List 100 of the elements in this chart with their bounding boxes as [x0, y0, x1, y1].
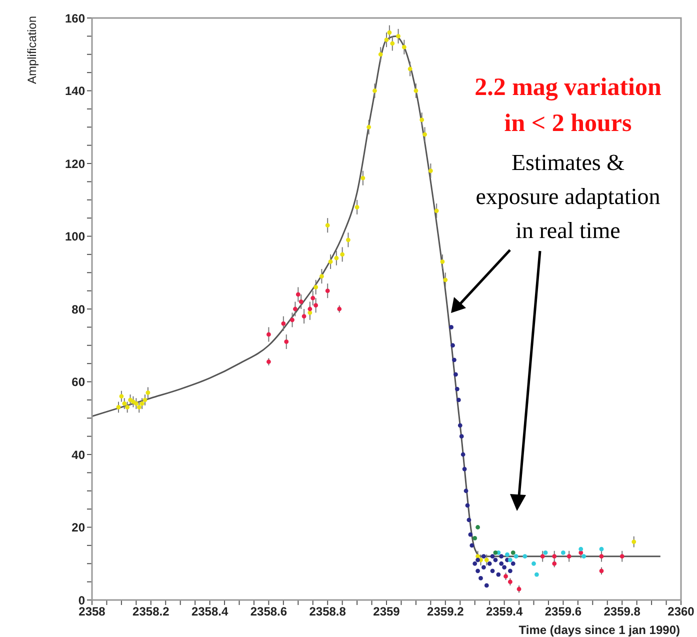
- y-tick-label: 60: [72, 375, 86, 390]
- point: [140, 401, 144, 406]
- point: [468, 532, 473, 537]
- point: [514, 554, 518, 559]
- point: [472, 561, 478, 566]
- y-tick-label: 140: [64, 84, 86, 98]
- point: [532, 561, 536, 566]
- point: [434, 208, 439, 213]
- point: [481, 565, 486, 570]
- point: [440, 260, 445, 264]
- point: [281, 321, 286, 326]
- point: [116, 405, 121, 410]
- y-tick-label: 120: [64, 156, 86, 171]
- point: [320, 274, 324, 278]
- x-tick-label: 2359.8: [604, 604, 641, 619]
- point: [462, 466, 467, 472]
- point: [390, 41, 395, 46]
- point: [582, 554, 586, 559]
- point: [578, 546, 584, 552]
- point: [552, 554, 557, 559]
- point: [308, 306, 312, 312]
- point: [284, 340, 289, 344]
- point: [136, 405, 142, 410]
- point: [487, 561, 492, 566]
- point: [314, 284, 318, 290]
- point: [599, 546, 604, 552]
- point: [325, 288, 330, 294]
- point: [510, 561, 516, 566]
- point: [534, 572, 539, 577]
- point: [540, 554, 545, 559]
- point: [458, 423, 462, 428]
- point: [476, 558, 480, 562]
- point: [508, 568, 512, 574]
- x-axis-title: Time (days since 1 jan 1990): [518, 623, 680, 637]
- point: [522, 554, 528, 559]
- point: [414, 88, 418, 93]
- point: [308, 310, 312, 315]
- point: [402, 44, 406, 50]
- x-tick-label: 2358.6: [250, 604, 288, 619]
- y-tick-label: 40: [72, 448, 86, 462]
- point: [346, 238, 350, 242]
- point: [599, 554, 604, 559]
- point: [484, 558, 489, 562]
- point: [290, 318, 294, 322]
- point: [499, 554, 504, 559]
- point: [296, 292, 300, 297]
- x-tick-label: 2359.2: [427, 604, 464, 619]
- annotation: Estimates & exposure adaptation in real time: [474, 149, 662, 245]
- x-tick-label: 2358.2: [132, 604, 170, 619]
- point: [460, 452, 466, 457]
- point: [340, 252, 345, 257]
- x-tick-label: 2360: [668, 604, 695, 619]
- annotation: 2.2 mag variation in < 2 hours: [474, 73, 662, 139]
- point: [146, 390, 150, 395]
- point: [464, 488, 468, 494]
- point: [496, 572, 501, 577]
- point: [566, 554, 572, 559]
- x-tick-label: 2359.6: [544, 604, 582, 619]
- point: [490, 554, 495, 559]
- point: [372, 88, 377, 93]
- point: [408, 66, 412, 72]
- point: [456, 398, 461, 402]
- point: [478, 576, 483, 580]
- point: [449, 324, 454, 330]
- x-tick-label: 2358.8: [309, 604, 346, 619]
- y-tick-label: 20: [72, 520, 86, 535]
- y-tick-label: 80: [72, 302, 86, 316]
- point: [452, 358, 456, 362]
- point: [493, 550, 498, 555]
- point: [499, 561, 504, 566]
- point: [293, 306, 298, 312]
- point: [484, 583, 489, 588]
- point: [266, 332, 271, 337]
- y-axis-title: Amplification: [25, 16, 39, 84]
- point: [125, 405, 130, 410]
- point: [459, 434, 464, 439]
- point: [505, 552, 510, 557]
- point: [420, 118, 424, 122]
- point: [502, 565, 506, 570]
- point: [422, 132, 427, 137]
- point: [328, 260, 333, 264]
- point: [360, 176, 366, 180]
- point: [454, 386, 460, 392]
- point: [510, 550, 516, 555]
- y-tick-label: 0: [78, 593, 86, 608]
- point: [428, 168, 433, 173]
- y-tick-label: 100: [64, 230, 86, 244]
- point: [443, 278, 448, 282]
- point: [578, 550, 584, 555]
- point: [384, 38, 389, 42]
- point: [119, 394, 124, 398]
- point: [543, 550, 548, 555]
- point: [450, 343, 455, 348]
- point: [493, 558, 498, 562]
- point: [334, 256, 339, 260]
- point: [508, 558, 512, 562]
- point: [366, 124, 372, 130]
- point: [470, 543, 474, 548]
- point: [481, 554, 486, 559]
- point: [378, 52, 383, 57]
